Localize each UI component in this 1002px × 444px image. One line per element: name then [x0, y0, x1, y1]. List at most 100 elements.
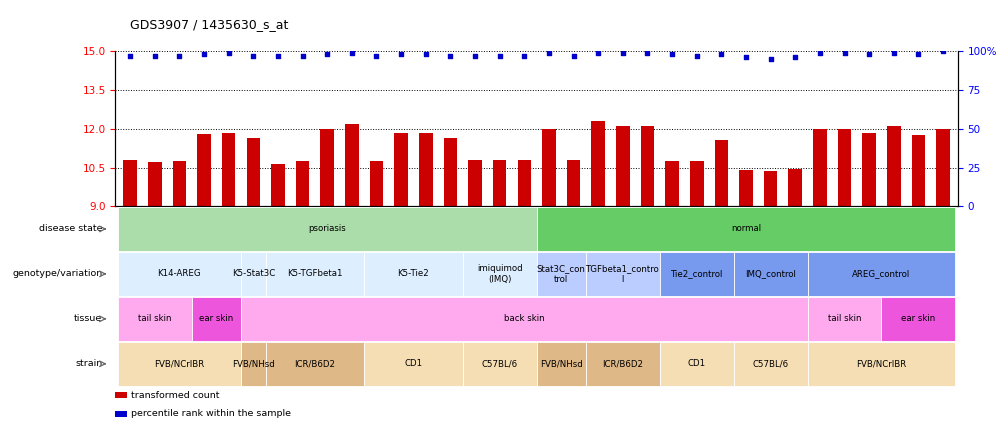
Text: normal: normal [730, 224, 761, 234]
Point [319, 51, 335, 58]
Text: FVB/NHsd: FVB/NHsd [539, 359, 582, 369]
Point [861, 51, 877, 58]
Text: transformed count: transformed count [131, 391, 219, 400]
Bar [542, 129, 555, 206]
Text: tail skin: tail skin [138, 314, 171, 323]
Text: K14-AREG: K14-AREG [157, 270, 201, 278]
Bar [664, 161, 678, 206]
Bar [468, 160, 481, 206]
Text: FVB/NCrIBR: FVB/NCrIBR [856, 359, 906, 369]
Bar [640, 126, 653, 206]
Point [712, 51, 728, 58]
Text: GDS3907 / 1435630_s_at: GDS3907 / 1435630_s_at [130, 18, 289, 31]
Point [836, 49, 852, 56]
Bar [492, 160, 506, 206]
Bar [148, 163, 161, 206]
Text: K5-Tie2: K5-Tie2 [397, 270, 429, 278]
Text: disease state: disease state [39, 224, 102, 234]
Bar [296, 161, 309, 206]
Point [589, 49, 605, 56]
Point [220, 49, 236, 56]
Point [934, 48, 950, 55]
Bar [394, 133, 408, 206]
Point [516, 52, 532, 59]
Bar [123, 160, 136, 206]
Bar [936, 129, 949, 206]
Text: ear skin: ear skin [199, 314, 233, 323]
Text: psoriasis: psoriasis [308, 224, 346, 234]
Bar [886, 126, 900, 206]
Text: IMQ_control: IMQ_control [744, 270, 796, 278]
Text: imiquimod
(IMQ): imiquimod (IMQ) [476, 264, 522, 284]
Point [245, 52, 262, 59]
Bar [837, 129, 851, 206]
Point [762, 56, 778, 63]
Point [787, 54, 803, 61]
Text: tissue: tissue [74, 314, 102, 323]
Bar [221, 133, 235, 206]
Bar [566, 160, 580, 206]
Bar [172, 161, 186, 206]
Point [540, 49, 556, 56]
Bar [862, 133, 875, 206]
Text: percentile rank within the sample: percentile rank within the sample [131, 409, 292, 418]
Point [295, 52, 311, 59]
Bar [197, 134, 210, 206]
Bar [713, 140, 727, 206]
Point [122, 52, 138, 59]
Text: genotype/variation: genotype/variation [12, 270, 102, 278]
Bar [443, 138, 457, 206]
Text: CD1: CD1 [404, 359, 422, 369]
Bar [271, 164, 285, 206]
Text: strain: strain [75, 359, 102, 369]
Text: CD1: CD1 [687, 359, 705, 369]
Bar [419, 133, 432, 206]
Point [910, 51, 926, 58]
Text: ear skin: ear skin [901, 314, 935, 323]
Bar [911, 135, 924, 206]
Text: tail skin: tail skin [827, 314, 861, 323]
Text: K5-Stat3C: K5-Stat3C [231, 270, 275, 278]
Text: FVB/NHsd: FVB/NHsd [231, 359, 275, 369]
Bar [813, 129, 826, 206]
Point [811, 49, 827, 56]
Text: TGFbeta1_contro
l: TGFbeta1_contro l [585, 264, 659, 284]
Point [417, 51, 433, 58]
Point [491, 52, 507, 59]
Point [663, 51, 679, 58]
Text: ICR/B6D2: ICR/B6D2 [295, 359, 335, 369]
Point [368, 52, 384, 59]
Point [344, 49, 360, 56]
Bar [764, 171, 777, 206]
Text: FVB/NCrIBR: FVB/NCrIBR [154, 359, 204, 369]
Bar [370, 161, 383, 206]
Text: C57BL/6: C57BL/6 [752, 359, 788, 369]
Point [885, 49, 901, 56]
Bar [689, 161, 702, 206]
Point [639, 49, 655, 56]
Text: K5-TGFbeta1: K5-TGFbeta1 [287, 270, 343, 278]
Point [146, 52, 162, 59]
Point [393, 51, 409, 58]
Bar [788, 169, 802, 206]
Point [565, 52, 581, 59]
Bar [246, 138, 260, 206]
Point [614, 49, 630, 56]
Text: AREG_control: AREG_control [852, 270, 910, 278]
Bar [517, 160, 530, 206]
Point [737, 54, 754, 61]
Text: ICR/B6D2: ICR/B6D2 [602, 359, 642, 369]
Point [442, 52, 458, 59]
Bar [320, 129, 334, 206]
Point [171, 52, 187, 59]
Bar [615, 126, 629, 206]
Text: C57BL/6: C57BL/6 [481, 359, 517, 369]
Text: Stat3C_con
trol: Stat3C_con trol [536, 264, 585, 284]
Bar [591, 121, 604, 206]
Point [688, 52, 704, 59]
Point [467, 52, 483, 59]
Bar [345, 123, 359, 206]
Bar [738, 170, 753, 206]
Text: back skin: back skin [503, 314, 544, 323]
Text: Tie2_control: Tie2_control [670, 270, 722, 278]
